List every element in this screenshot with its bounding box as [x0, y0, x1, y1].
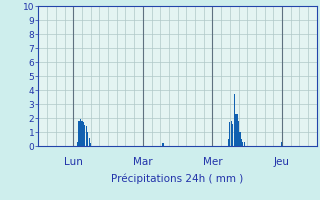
Bar	[84, 125, 85, 146]
Bar	[231, 121, 232, 146]
Bar	[90, 143, 91, 146]
Bar	[228, 139, 229, 146]
Bar	[229, 122, 230, 146]
Bar	[77, 142, 78, 146]
Bar	[81, 121, 83, 146]
Bar	[235, 114, 236, 146]
Text: Lun: Lun	[64, 157, 83, 167]
Bar	[241, 139, 242, 146]
Text: Précipitations 24h ( mm ): Précipitations 24h ( mm )	[111, 174, 244, 184]
Bar	[232, 124, 233, 146]
Bar	[242, 142, 244, 146]
Bar	[239, 132, 241, 146]
Bar	[87, 132, 88, 146]
Text: Jeu: Jeu	[274, 157, 290, 167]
Text: Mar: Mar	[133, 157, 153, 167]
Bar	[78, 121, 80, 146]
Bar	[83, 122, 84, 146]
Bar	[236, 114, 238, 146]
Text: Mer: Mer	[203, 157, 222, 167]
Bar	[281, 142, 283, 146]
Bar	[234, 94, 235, 146]
Bar	[238, 121, 239, 146]
Bar	[89, 138, 90, 146]
Bar	[244, 142, 245, 146]
Bar	[86, 126, 87, 146]
Bar	[80, 119, 81, 146]
Bar	[163, 142, 164, 146]
